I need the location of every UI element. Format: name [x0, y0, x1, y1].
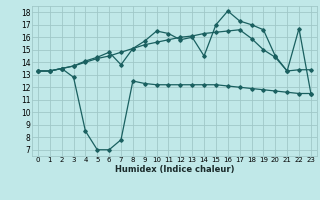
X-axis label: Humidex (Indice chaleur): Humidex (Indice chaleur) [115, 165, 234, 174]
